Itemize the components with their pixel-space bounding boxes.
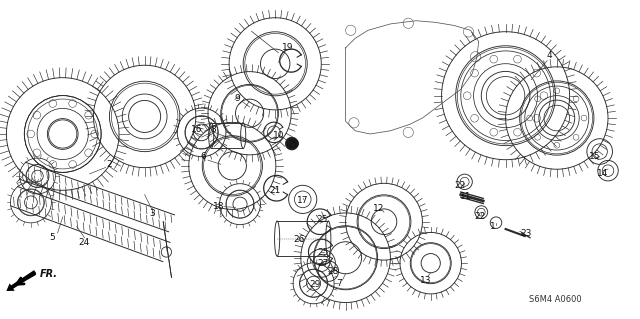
Text: 5: 5 bbox=[50, 233, 55, 242]
Text: 10: 10 bbox=[273, 131, 284, 140]
Text: 21: 21 bbox=[269, 186, 281, 195]
Text: 14: 14 bbox=[597, 169, 609, 178]
Text: 12: 12 bbox=[373, 204, 385, 213]
Text: 13: 13 bbox=[420, 276, 431, 285]
Text: 3: 3 bbox=[149, 209, 154, 218]
Text: FR.: FR. bbox=[40, 269, 58, 279]
Text: 25: 25 bbox=[317, 249, 329, 257]
Text: 9: 9 bbox=[234, 94, 239, 103]
Text: 15: 15 bbox=[589, 152, 601, 161]
Text: 6: 6 bbox=[201, 152, 206, 161]
Text: 8: 8 bbox=[211, 125, 216, 134]
Text: 29: 29 bbox=[309, 280, 321, 289]
Text: 27: 27 bbox=[317, 259, 329, 268]
Text: 19: 19 bbox=[282, 43, 294, 52]
Text: 18: 18 bbox=[213, 202, 225, 211]
Text: 11: 11 bbox=[460, 192, 471, 201]
Text: 2: 2 bbox=[106, 160, 111, 169]
Text: 22: 22 bbox=[474, 212, 486, 221]
Text: 24: 24 bbox=[79, 238, 90, 247]
Text: 17: 17 bbox=[297, 197, 308, 205]
Circle shape bbox=[285, 137, 298, 150]
Text: 23: 23 bbox=[520, 229, 532, 238]
Text: 25: 25 bbox=[316, 215, 328, 224]
Text: S6M4 A0600: S6M4 A0600 bbox=[529, 295, 582, 304]
Text: 16: 16 bbox=[191, 125, 203, 134]
Text: 4: 4 bbox=[547, 51, 552, 60]
Text: 20: 20 bbox=[289, 140, 300, 149]
Text: 26: 26 bbox=[294, 235, 305, 244]
Text: 28: 28 bbox=[327, 267, 339, 276]
Text: 22: 22 bbox=[454, 181, 465, 189]
Text: 7: 7 bbox=[337, 279, 342, 288]
Text: 1: 1 bbox=[490, 222, 495, 231]
FancyArrow shape bbox=[6, 270, 36, 291]
